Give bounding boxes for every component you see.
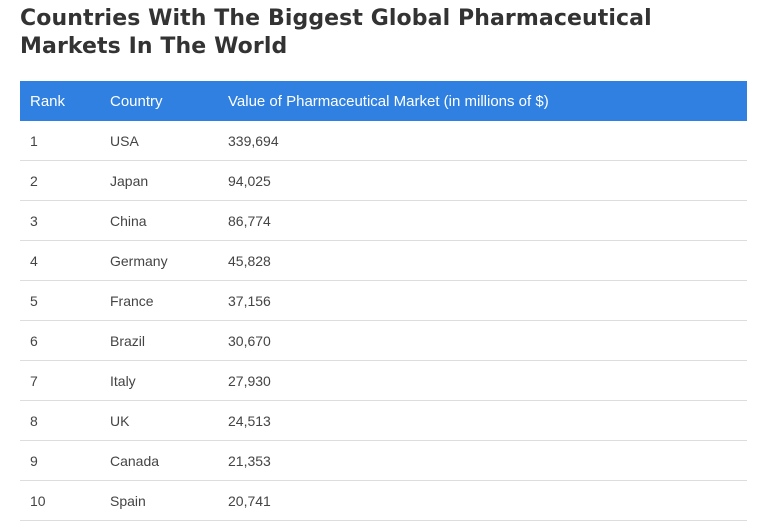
value-cell: 45,828 — [218, 240, 747, 281]
country-cell: France — [100, 280, 218, 321]
table-row: 2 Japan 94,025 — [20, 160, 747, 201]
rank-cell: 4 — [20, 240, 100, 281]
rank-cell: 3 — [20, 200, 100, 241]
value-cell: 21,353 — [218, 440, 747, 481]
table-header-row: Rank Country Value of Pharmaceutical Mar… — [20, 81, 747, 121]
column-header-rank: Rank — [30, 92, 66, 110]
country-cell: Brazil — [100, 320, 218, 361]
value-cell: 37,156 — [218, 280, 747, 321]
table-row: 10 Spain 20,741 — [20, 480, 747, 521]
table-row: 6 Brazil 30,670 — [20, 320, 747, 361]
value-cell: 27,930 — [218, 360, 747, 401]
rank-cell: 9 — [20, 440, 100, 481]
table-row: 7 Italy 27,930 — [20, 360, 747, 401]
country-cell: Japan — [100, 160, 218, 201]
table-row: 5 France 37,156 — [20, 280, 747, 321]
rank-cell: 2 — [20, 160, 100, 201]
column-header-value: Value of Pharmaceutical Market (in milli… — [228, 92, 549, 110]
rank-cell: 5 — [20, 280, 100, 321]
country-cell: Germany — [100, 240, 218, 281]
country-cell: China — [100, 200, 218, 241]
column-header-country: Country — [110, 92, 163, 110]
table-row: 4 Germany 45,828 — [20, 240, 747, 281]
table-row: 9 Canada 21,353 — [20, 440, 747, 481]
value-cell: 20,741 — [218, 480, 747, 521]
table-row: 8 UK 24,513 — [20, 400, 747, 441]
country-cell: UK — [100, 400, 218, 441]
rank-cell: 10 — [20, 480, 100, 521]
table-row: 3 China 86,774 — [20, 200, 747, 241]
country-cell: Spain — [100, 480, 218, 521]
value-cell: 24,513 — [218, 400, 747, 441]
country-cell: USA — [100, 121, 218, 161]
rank-cell: 7 — [20, 360, 100, 401]
value-cell: 94,025 — [218, 160, 747, 201]
rank-cell: 8 — [20, 400, 100, 441]
page-title: Countries With The Biggest Global Pharma… — [20, 6, 652, 59]
table-row: 1 USA 339,694 — [20, 121, 747, 161]
value-cell: 86,774 — [218, 200, 747, 241]
country-cell: Canada — [100, 440, 218, 481]
value-cell: 30,670 — [218, 320, 747, 361]
rank-cell: 6 — [20, 320, 100, 361]
country-cell: Italy — [100, 360, 218, 401]
pharma-market-table: Rank Country Value of Pharmaceutical Mar… — [20, 81, 747, 521]
rank-cell: 1 — [20, 121, 100, 161]
value-cell: 339,694 — [218, 121, 747, 161]
